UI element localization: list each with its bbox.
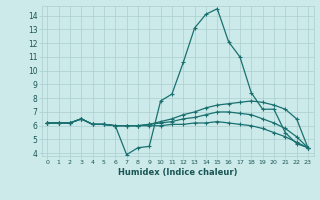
X-axis label: Humidex (Indice chaleur): Humidex (Indice chaleur)	[118, 168, 237, 177]
